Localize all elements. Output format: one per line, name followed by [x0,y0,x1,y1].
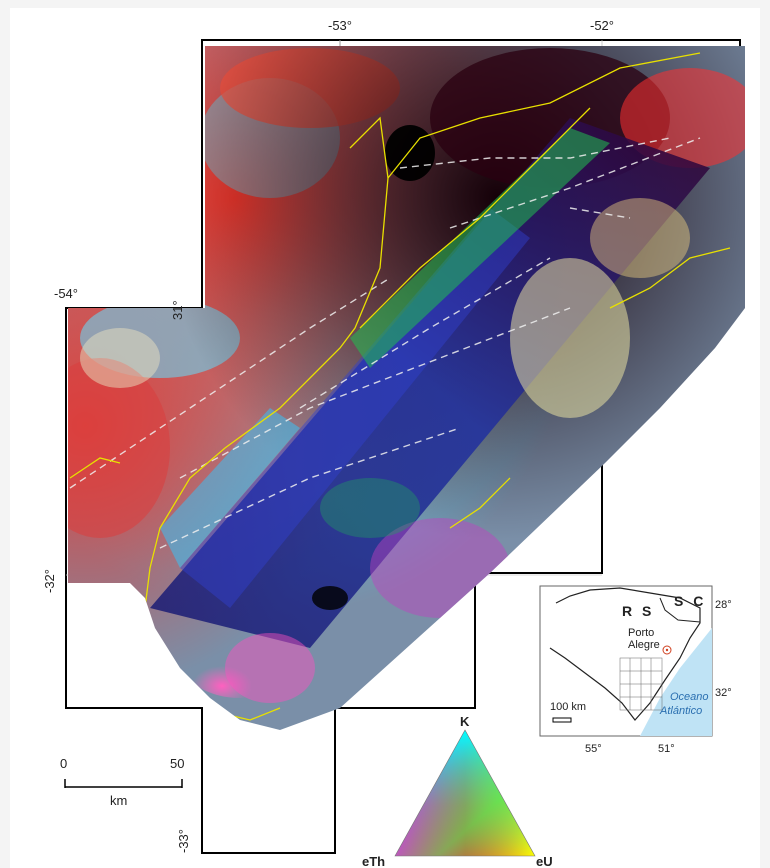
ternary-eu-label: eU [536,854,553,868]
inset-lon-51: 51° [658,743,675,755]
scale-bar: 0 50 km [60,756,184,808]
ternary-k-label: K [460,714,470,729]
porto-alegre-marker [662,645,672,655]
inset-city-1: Porto [628,627,654,639]
scale-start-label: 0 [60,756,67,771]
lat-label-31: 31° [170,300,185,320]
lon-label-54: -54° [54,286,78,301]
ternary-legend: K eTh eU [362,714,553,868]
inset-survey-grid [619,657,663,711]
inset-lon-55: 55° [585,743,602,755]
scale-unit-label: km [110,793,127,808]
inset-lat-32: 32° [715,687,732,699]
inset-lat-28: 28° [715,599,732,611]
inset-ocean-2: Atlántico [659,705,702,717]
lat-label-33: -33° [176,829,191,853]
map-canvas: -53° -52° -54° 31° -32° -33° 0 50 km K e… [42,18,745,868]
inset-sc-label: S C [674,593,706,609]
ternary-eth-label: eTh [362,854,385,868]
lon-label-53: -53° [328,18,352,33]
location-inset: R S S C 28° 32° Porto Alegre Oceano Atlá… [539,585,732,755]
inset-scale-label: 100 km [550,701,586,713]
inset-rs-label: R S [622,603,654,619]
lat-label-32: -32° [42,569,57,593]
scale-end-label: 50 [170,756,184,771]
inset-ocean-1: Oceano [670,691,709,703]
lon-label-52: -52° [590,18,614,33]
map-figure: -53° -52° -54° 31° -32° -33° 0 50 km K e… [10,8,760,868]
inset-city-2: Alegre [628,639,660,651]
